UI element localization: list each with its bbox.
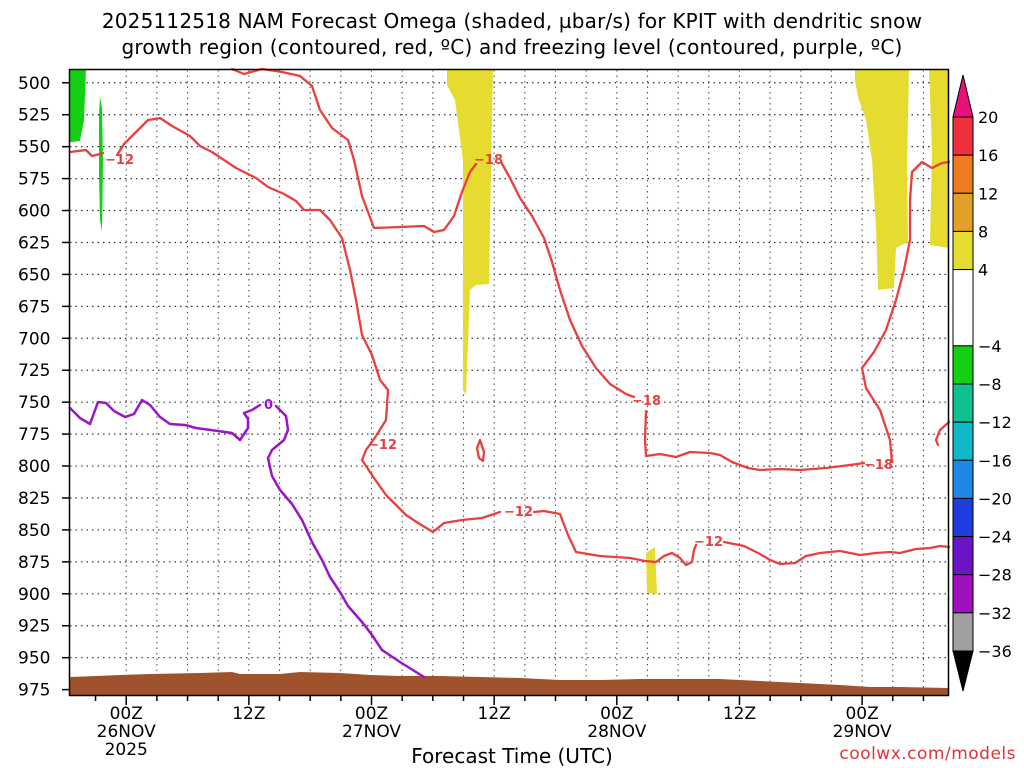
contour-minus12-upper	[68, 116, 698, 567]
colorbar-label-13: −36	[978, 642, 1012, 661]
y-tick-label-975: 975	[18, 681, 50, 701]
contour-label-dgz-b: −18	[474, 153, 503, 168]
colorbar-label-8: −16	[978, 451, 1012, 470]
x-tick-label-12: 12Z	[232, 704, 265, 724]
chart-title-line-1: 2025112518 NAM Forecast Omega (shaded, µ…	[101, 9, 923, 33]
y-tick-label-900: 900	[18, 585, 50, 605]
colorbar-label-11: −28	[978, 566, 1012, 585]
y-tick-label-725: 725	[18, 361, 50, 381]
colorbar-band-8	[952, 459, 974, 499]
x-date-label-48: 28NOV	[587, 722, 646, 742]
contour-label-dgz-g: −12	[694, 535, 723, 550]
x-tick-label-60: 12Z	[723, 704, 756, 724]
colorbar-label-12: −32	[978, 604, 1012, 623]
omega-shading	[70, 69, 949, 594]
y-tick-label-625: 625	[18, 233, 50, 253]
colorbar-band-5	[952, 345, 974, 385]
colorbar-band-12	[952, 612, 974, 652]
credit-link[interactable]: coolwx.com/models	[839, 744, 1016, 764]
y-tick-label-550: 550	[18, 138, 50, 158]
contour-zero-a	[68, 398, 262, 442]
colorbar-label-4: 4	[978, 261, 988, 280]
y-tick-label-950: 950	[18, 649, 50, 669]
colorbar-label-3: 8	[978, 222, 988, 241]
omega-shade-ascent-d	[646, 547, 657, 594]
chart-title-line-2: growth region (contoured, red, ºC) and f…	[121, 35, 903, 59]
dgz-contours	[68, 67, 951, 567]
contour-closed-loop	[475, 438, 486, 463]
y-tick-label-700: 700	[18, 329, 50, 349]
y-axis: 500 525 550 575 600 625 650 675 700 725 750 775 800 8…	[18, 74, 69, 701]
contour-minus18-edge	[934, 420, 951, 447]
terrain	[70, 672, 949, 696]
y-tick-label-875: 875	[18, 553, 50, 573]
colorbar-arrow-bottom	[952, 650, 974, 692]
contour-labels: −12 −18 −18 −12 −12 −18 −12 0	[105, 153, 893, 550]
x-axis-label: Forecast Time (UTC)	[411, 744, 613, 768]
colorbar-band-3	[952, 230, 974, 271]
colorbar: 20 16 12 8 4 −4 −8 −12 −16 −20 −24 −28 −32 −36	[952, 74, 1012, 692]
plot-background	[69, 69, 949, 696]
contour-label-dgz-f: −18	[864, 458, 893, 473]
colorbar-label-7: −12	[978, 413, 1012, 432]
contour-minus18-main	[230, 67, 866, 472]
colorbar-label-5: −4	[978, 337, 1002, 356]
y-tick-label-775: 775	[18, 425, 50, 445]
colorbar-band-6	[952, 383, 974, 423]
y-tick-label-650: 650	[18, 265, 50, 285]
x-tick-label-24: 00Z	[355, 704, 388, 724]
colorbar-arrow-top	[952, 74, 974, 118]
y-tick-label-500: 500	[18, 74, 50, 94]
omega-shade-descent-left	[70, 69, 86, 142]
freezing-level-contour	[68, 398, 426, 679]
colorbar-label-0: 20	[978, 108, 998, 127]
colorbar-band-0	[952, 116, 974, 156]
contour-minus18-right	[860, 160, 951, 464]
chart-title: 2025112518 NAM Forecast Omega (shaded, µ…	[0, 8, 1024, 60]
x-date-label-0: 26NOV	[97, 722, 156, 742]
omega-shade-descent-strip	[99, 97, 103, 232]
colorbar-label-6: −8	[978, 375, 1002, 394]
colorbar-band-4	[952, 269, 974, 347]
contour-label-dgz-c: −18	[632, 394, 661, 409]
colorbar-label-10: −24	[978, 528, 1012, 547]
x-tick-label-72: 00Z	[845, 704, 878, 724]
colorbar-band-7	[952, 421, 974, 461]
omega-shade-ascent-b	[855, 69, 909, 290]
y-tick-label-675: 675	[18, 297, 50, 317]
y-tick-label-825: 825	[18, 489, 50, 509]
x-tick-label-36: 12Z	[478, 704, 511, 724]
colorbar-label-9: −20	[978, 489, 1012, 508]
colorbar-label-1: 16	[978, 146, 998, 165]
x-year-label-0: 2025	[105, 740, 148, 760]
y-tick-label-800: 800	[18, 457, 50, 477]
x-tick-label-0: 00Z	[110, 704, 143, 724]
omega-shade-ascent-c	[929, 69, 949, 248]
contour-label-freezing: 0	[264, 398, 273, 413]
contour-minus12-lower	[722, 540, 951, 566]
colorbar-label-2: 12	[978, 184, 998, 203]
contour-zero-b	[266, 404, 426, 679]
colorbar-band-1	[952, 154, 974, 194]
contour-label-dgz-a: −12	[105, 153, 134, 168]
colorbar-band-2	[952, 192, 974, 232]
x-tick-label-48: 00Z	[600, 704, 633, 724]
contour-label-dgz-d: −12	[368, 438, 397, 453]
x-date-label-24: 27NOV	[342, 722, 401, 742]
omega-shade-ascent-a	[447, 69, 493, 395]
y-tick-label-525: 525	[18, 106, 50, 126]
x-date-label-72: 29NOV	[833, 722, 892, 742]
y-tick-label-750: 750	[18, 393, 50, 413]
y-tick-label-600: 600	[18, 202, 50, 222]
colorbar-band-11	[952, 574, 974, 614]
y-tick-label-925: 925	[18, 617, 50, 637]
contour-label-dgz-e: −12	[504, 505, 533, 520]
plot-frame	[68, 68, 950, 697]
colorbar-band-9	[952, 497, 974, 538]
y-tick-label-850: 850	[18, 521, 50, 541]
colorbar-band-10	[952, 536, 974, 576]
y-tick-label-575: 575	[18, 170, 50, 190]
